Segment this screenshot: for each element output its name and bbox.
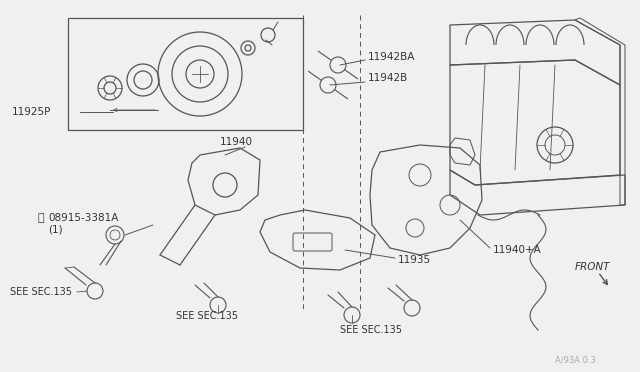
Text: (1): (1) — [48, 225, 63, 235]
Text: FRONT: FRONT — [575, 262, 611, 272]
Text: SEE SEC.135: SEE SEC.135 — [340, 325, 402, 335]
Text: 11925P: 11925P — [12, 107, 51, 117]
Text: SEE SEC.135: SEE SEC.135 — [176, 311, 238, 321]
Text: 11940: 11940 — [220, 137, 253, 147]
Text: 11942BA: 11942BA — [368, 52, 415, 62]
Text: A/93A 0.3.: A/93A 0.3. — [555, 356, 598, 365]
Text: SEE SEC.135: SEE SEC.135 — [10, 287, 72, 297]
Text: 11935: 11935 — [398, 255, 431, 265]
Text: 11940+A: 11940+A — [493, 245, 541, 255]
Text: 11942B: 11942B — [368, 73, 408, 83]
Text: ⓜ: ⓜ — [37, 213, 44, 223]
Text: 08915-3381A: 08915-3381A — [48, 213, 118, 223]
